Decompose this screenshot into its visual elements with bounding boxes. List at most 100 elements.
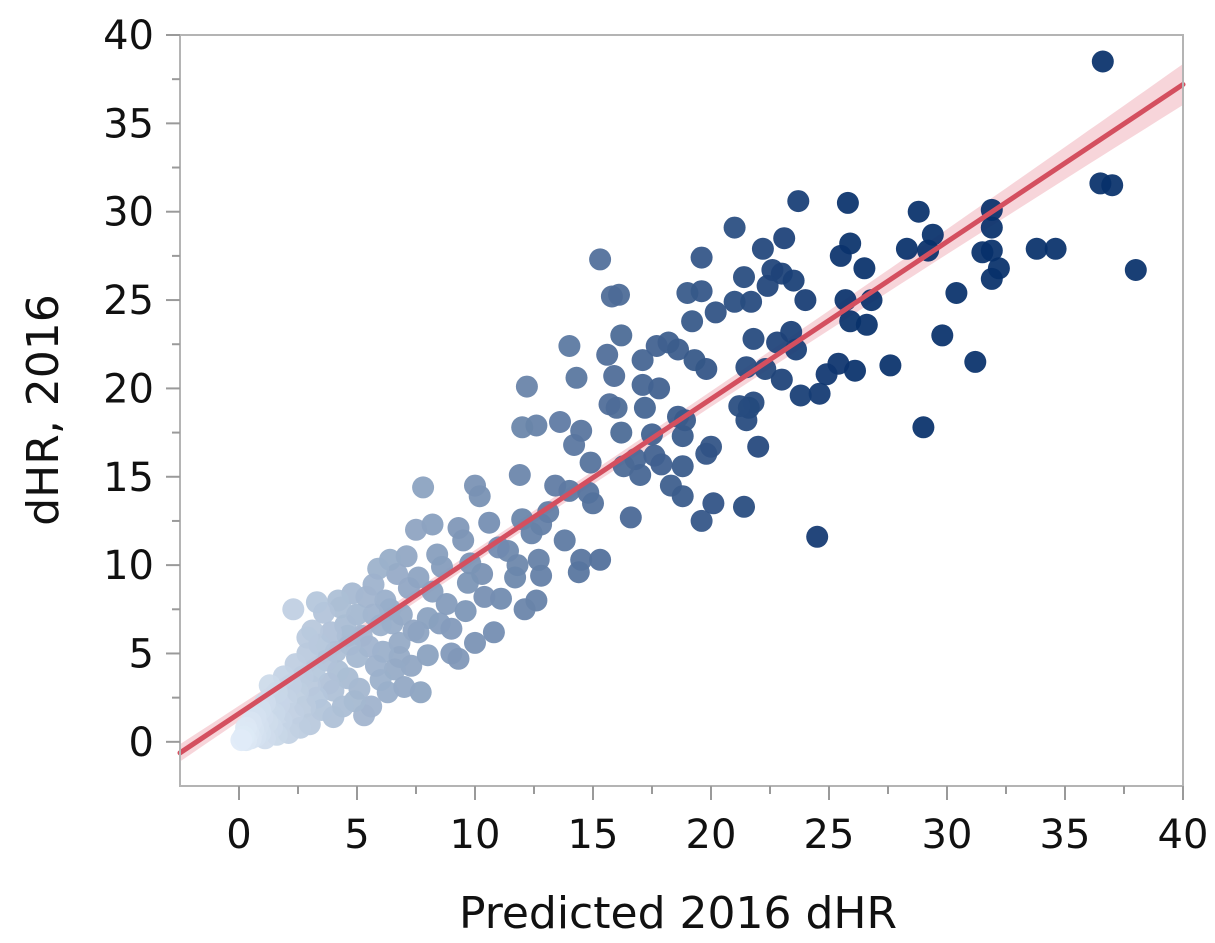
data-point xyxy=(511,416,534,439)
data-point xyxy=(490,587,512,610)
x-tick-label: 35 xyxy=(1040,812,1091,858)
data-point xyxy=(980,216,1003,239)
data-point xyxy=(839,310,862,333)
data-point xyxy=(558,335,581,357)
data-point xyxy=(773,227,796,250)
y-tick-labels: 0 5 10 15 20 25 30 35 40 xyxy=(103,13,154,766)
data-point xyxy=(671,425,694,448)
data-point xyxy=(230,729,253,752)
data-point xyxy=(971,241,994,264)
data-point xyxy=(702,492,725,515)
y-tick-label: 30 xyxy=(103,190,154,236)
data-point xyxy=(596,343,619,366)
data-point xyxy=(473,585,496,608)
data-point xyxy=(412,476,435,499)
data-point xyxy=(676,282,699,304)
data-point xyxy=(853,257,876,280)
data-point xyxy=(393,676,416,698)
data-point xyxy=(671,455,694,478)
y-tick-label: 15 xyxy=(103,455,154,501)
data-point xyxy=(631,373,654,396)
data-point xyxy=(789,384,812,407)
data-point xyxy=(794,289,817,312)
data-point xyxy=(478,511,501,534)
plot-frame xyxy=(179,34,1184,787)
data-point xyxy=(296,626,319,649)
data-point xyxy=(544,474,567,497)
data-point xyxy=(589,548,612,571)
y-tick-label: 0 xyxy=(129,720,154,766)
data-point xyxy=(589,248,612,271)
data-point xyxy=(405,518,427,541)
y-axis-title: dHR, 2016 xyxy=(18,294,69,526)
data-point xyxy=(402,619,425,642)
data-point xyxy=(633,396,656,419)
data-point xyxy=(643,444,666,467)
data-point xyxy=(836,191,859,214)
y-tick-label: 10 xyxy=(103,543,154,589)
data-point xyxy=(1124,259,1147,281)
points-layer xyxy=(230,50,1147,752)
data-point xyxy=(723,216,746,239)
x-tick-label: 25 xyxy=(804,812,855,858)
data-point xyxy=(681,310,704,333)
y-tick-label: 5 xyxy=(129,631,154,677)
data-point xyxy=(567,561,590,584)
data-point xyxy=(1091,50,1114,73)
data-point xyxy=(766,331,789,354)
fit-line-layer xyxy=(177,81,1186,756)
data-point xyxy=(447,517,470,539)
data-point xyxy=(395,545,418,568)
data-point xyxy=(1044,237,1067,260)
data-point xyxy=(742,327,765,350)
data-point xyxy=(844,359,866,382)
data-point xyxy=(704,301,727,324)
data-point xyxy=(1025,237,1048,260)
data-point xyxy=(464,474,486,497)
data-point xyxy=(815,363,838,386)
x-tick-label: 40 xyxy=(1158,812,1209,858)
data-point xyxy=(416,644,439,667)
data-point xyxy=(728,395,751,418)
data-point xyxy=(829,244,852,267)
data-point xyxy=(879,354,902,377)
data-point xyxy=(907,200,930,223)
fit-line xyxy=(177,81,1186,756)
data-point xyxy=(598,393,621,416)
data-point xyxy=(1089,172,1112,195)
data-point xyxy=(610,421,633,444)
data-point xyxy=(549,411,571,433)
data-point xyxy=(579,451,602,474)
data-point xyxy=(980,267,1003,290)
data-point xyxy=(659,474,682,497)
y-tick-label: 25 xyxy=(103,278,154,324)
data-point xyxy=(787,190,810,213)
data-point xyxy=(806,525,829,548)
data-point xyxy=(409,681,432,704)
data-point xyxy=(565,366,588,389)
data-point xyxy=(912,416,935,439)
data-point xyxy=(683,349,706,372)
data-point xyxy=(631,349,654,372)
data-point xyxy=(895,237,918,260)
data-point xyxy=(808,382,831,405)
x-tick-label: 30 xyxy=(922,812,973,858)
data-point xyxy=(770,368,793,391)
x-axis-title: Predicted 2016 dHR xyxy=(459,888,897,939)
data-point xyxy=(426,543,449,566)
data-point xyxy=(855,313,878,336)
data-point xyxy=(421,513,444,536)
data-point xyxy=(515,375,538,398)
data-point xyxy=(511,508,534,531)
data-point xyxy=(435,593,458,615)
data-point xyxy=(610,324,633,347)
data-point xyxy=(690,246,713,269)
data-point xyxy=(964,350,987,373)
data-point xyxy=(695,442,718,465)
data-point xyxy=(282,598,305,621)
data-point xyxy=(723,290,746,313)
data-point xyxy=(645,335,668,357)
data-point xyxy=(504,566,527,589)
